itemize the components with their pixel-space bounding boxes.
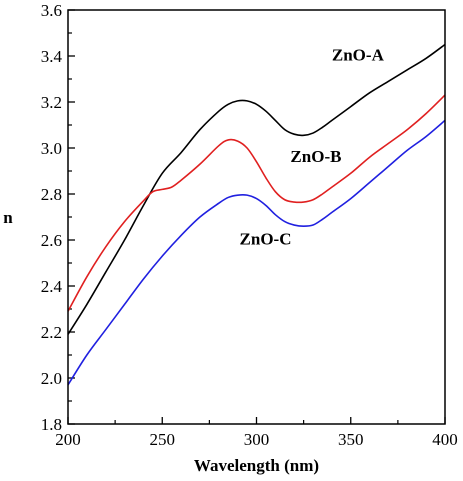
plot-frame [67, 9, 446, 425]
series-label-zno-b: ZnO-B [290, 147, 341, 166]
series-label-zno-c: ZnO-C [240, 230, 292, 249]
y-tick-label: 2.2 [41, 323, 62, 342]
x-tick-label: 400 [432, 430, 458, 449]
series-line-zno-c [67, 119, 446, 386]
tick-marks [67, 9, 446, 425]
series-lines [67, 43, 446, 386]
tick-labels: 200 250 300 350 400 1.8 2.0 2.2 2.4 2.6 2.8 3.0 3.2 3… [41, 1, 458, 449]
y-tick-label: 3.6 [41, 1, 62, 20]
y-tick-label: 3.4 [41, 47, 63, 66]
series-line-zno-a [67, 43, 446, 335]
x-tick-label: 200 [55, 430, 81, 449]
x-axis-title: Wavelength (nm) [194, 456, 319, 475]
y-tick-label: 2.6 [41, 231, 62, 250]
y-tick-label: 1.8 [41, 415, 62, 434]
series-line-zno-b [67, 94, 446, 312]
y-tick-label: 3.0 [41, 139, 62, 158]
x-tick-label: 350 [338, 430, 364, 449]
x-tick-label: 250 [150, 430, 176, 449]
x-tick-label: 300 [244, 430, 270, 449]
y-tick-label: 2.0 [41, 369, 62, 388]
y-axis-title: n [3, 208, 13, 227]
series-label-zno-a: ZnO-A [332, 46, 385, 65]
y-tick-label: 2.8 [41, 185, 62, 204]
y-tick-label: 2.4 [41, 277, 63, 296]
y-tick-label: 3.2 [41, 93, 62, 112]
